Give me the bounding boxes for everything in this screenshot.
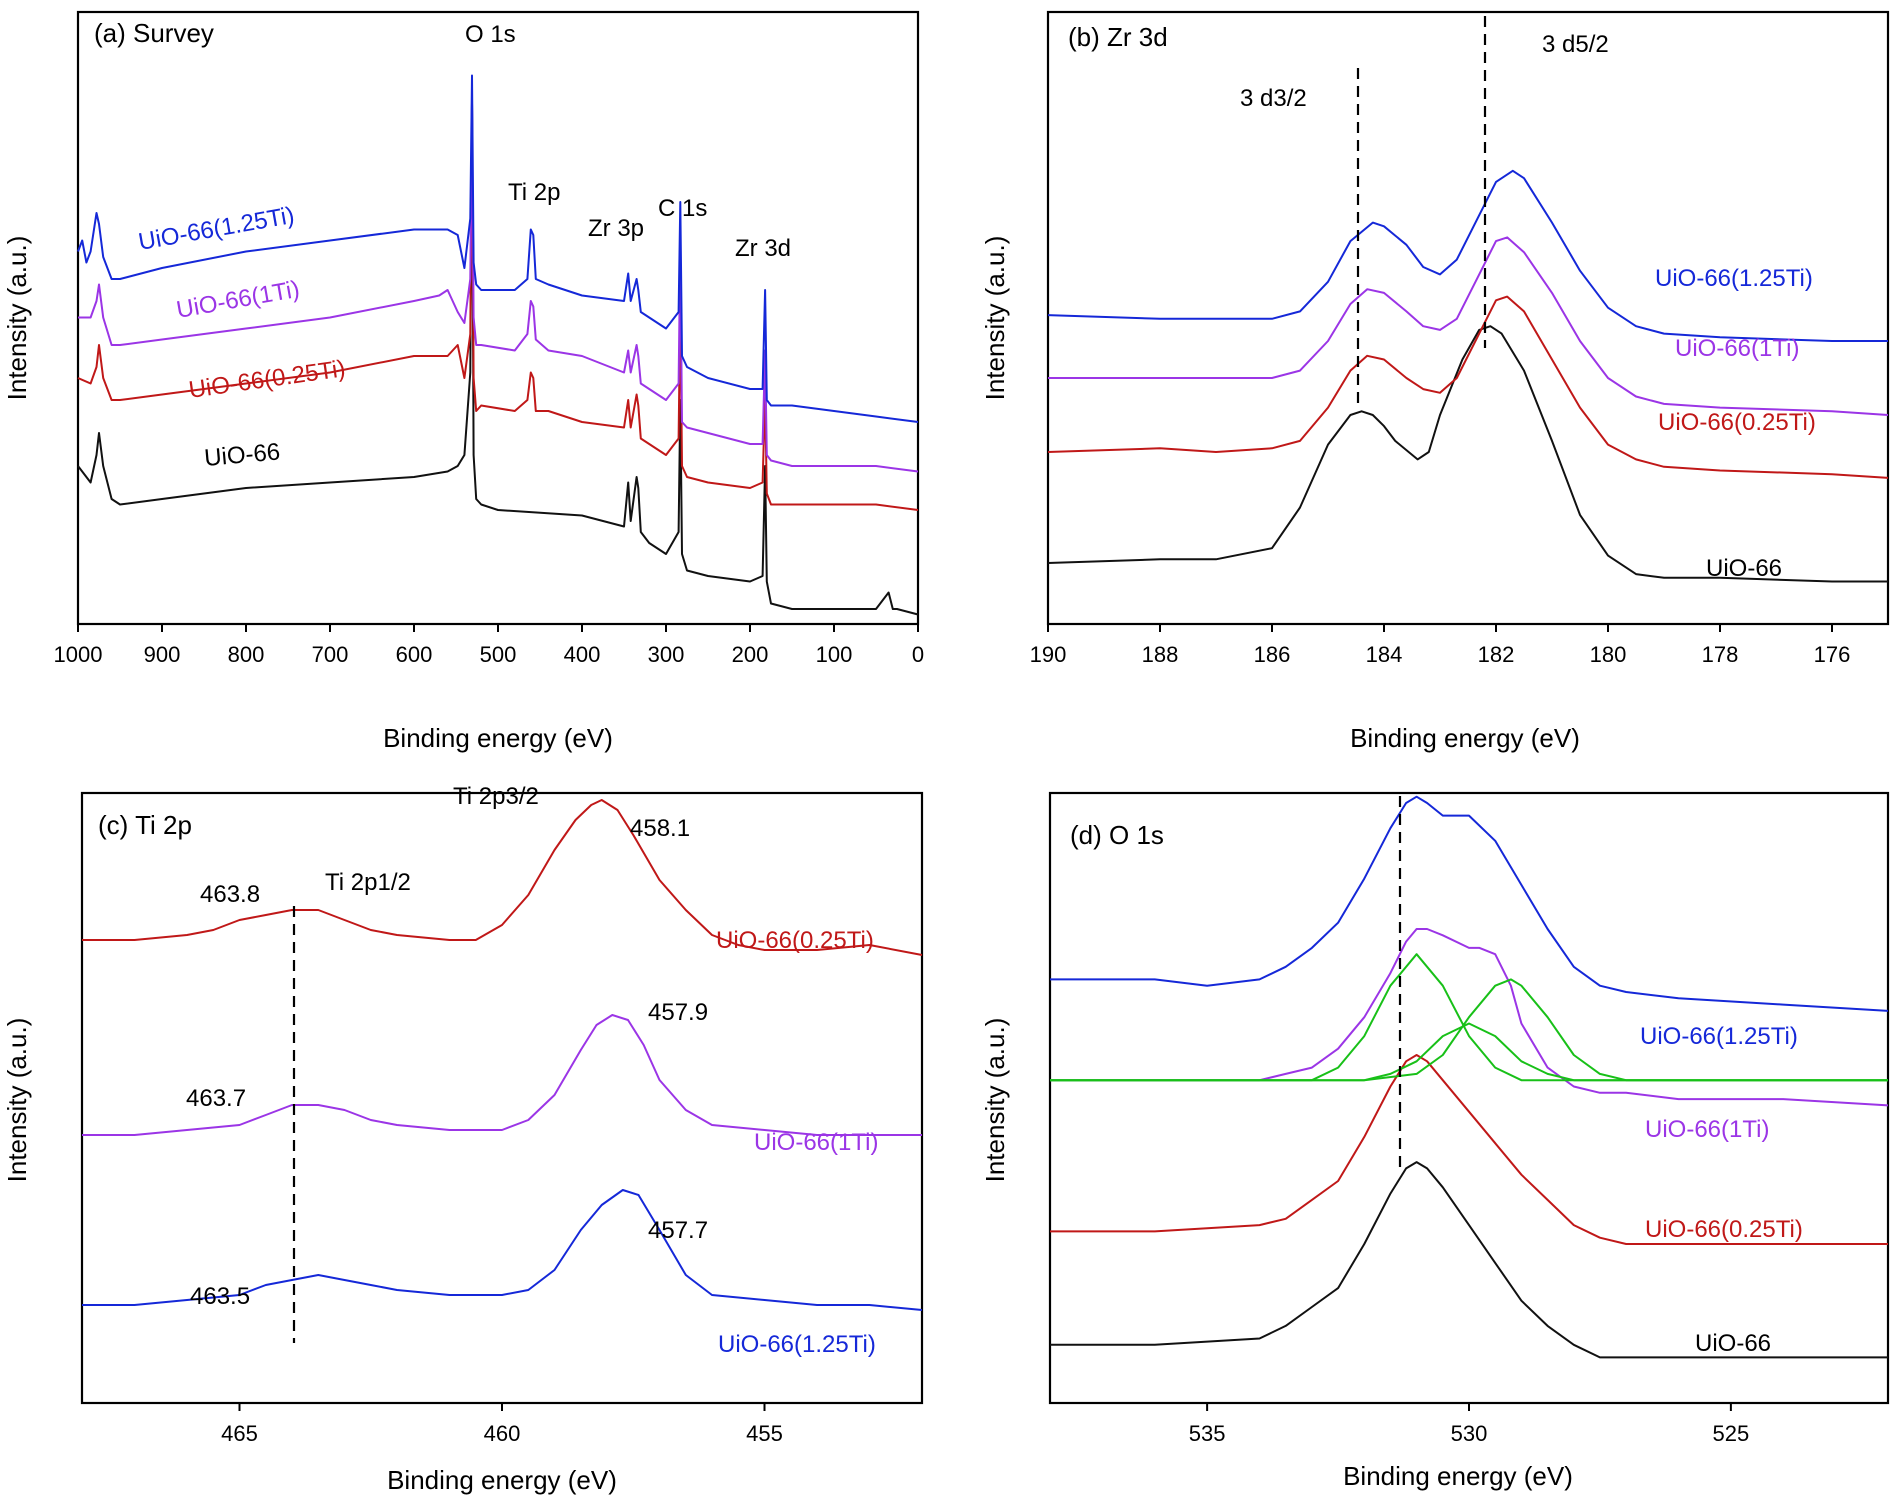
panel-a-plot-area — [77, 74, 919, 616]
series-b-uio-66 — [1047, 325, 1888, 583]
xtick-label-b-4: 182 — [1478, 642, 1515, 667]
panel-c-title: (c) Ti 2p — [98, 810, 192, 840]
label-uio66: UiO-66 — [203, 438, 281, 472]
label-uio66-0-25ti: UiO-66(0.25Ti) — [187, 355, 347, 404]
annotation-ti2p: Ti 2p — [508, 179, 560, 206]
xtick-label-a-1: 900 — [144, 642, 181, 667]
annotation-463-7: 463.7 — [186, 1085, 246, 1112]
annotation-3d3-2: 3 d3/2 — [1240, 85, 1307, 112]
label-uio66-1ti: UiO-66(1Ti) — [174, 276, 301, 324]
panel-d-title: (d) O 1s — [1070, 820, 1164, 850]
panel-c-ylabel: Intensity (a.u.) — [2, 1018, 32, 1183]
xtick-label-d-1: 530 — [1451, 1421, 1488, 1446]
xtick-label-a-7: 300 — [648, 642, 685, 667]
label-d-uio66-1-25ti: UiO-66(1.25Ti) — [1640, 1023, 1798, 1050]
xtick-label-b-6: 178 — [1702, 642, 1739, 667]
panel-a: 1000 900 800 700 600 500 400 300 200 100 0 (a) Sur… — [2, 10, 924, 753]
series-a-uio-66-0-25ti- — [77, 102, 919, 511]
xtick-label-a-9: 100 — [816, 642, 853, 667]
label-c-uio66-1ti: UiO-66(1Ti) — [754, 1129, 878, 1156]
xtick-label-a-3: 700 — [312, 642, 349, 667]
xtick-label-c-2: 455 — [746, 1421, 783, 1446]
series-c-uio-66-1ti- — [82, 1014, 922, 1136]
panel-c-xticks: 465 460 455 — [221, 1403, 783, 1446]
xtick-label-a-5: 500 — [480, 642, 517, 667]
panel-a-xticks: 1000 900 800 700 600 500 400 300 200 100 0 — [54, 624, 924, 667]
series-d-uio-66-0-25ti- — [1050, 1054, 1888, 1245]
label-b-uio66-0-25ti: UiO-66(0.25Ti) — [1658, 409, 1816, 436]
annotation-463-5: 463.5 — [190, 1283, 250, 1310]
panel-b-plot-area — [1047, 169, 1889, 583]
series-a-uio-66-1ti- — [78, 102, 919, 473]
xtick-label-a-8: 200 — [732, 642, 769, 667]
annotation-457-7: 457.7 — [648, 1217, 708, 1244]
label-c-uio66-1-25ti: UiO-66(1.25Ti) — [718, 1331, 876, 1358]
label-d-uio66: UiO-66 — [1695, 1330, 1771, 1357]
label-c-uio66-0-25ti: UiO-66(0.25Ti) — [716, 927, 874, 954]
panel-d: 535 530 525 (d) O 1s Binding energy (eV) I… — [980, 791, 1890, 1491]
annotation-c1s: C 1s — [658, 195, 707, 222]
label-d-uio66-1ti: UiO-66(1Ti) — [1645, 1116, 1769, 1143]
panel-a-ylabel: Intensity (a.u.) — [2, 236, 32, 401]
annotation-3d5-2: 3 d5/2 — [1542, 31, 1609, 58]
xtick-label-a-0: 1000 — [54, 642, 103, 667]
annotation-ti2p1-2: Ti 2p1/2 — [325, 869, 411, 896]
panel-d-xlabel: Binding energy (eV) — [1343, 1461, 1573, 1491]
series-d-uio-66-1-25ti- — [1050, 795, 1889, 1012]
panel-c-xlabel: Binding energy (eV) — [387, 1465, 617, 1495]
panel-d-xticks: 535 530 525 — [1189, 1403, 1749, 1446]
xtick-label-a-4: 600 — [396, 642, 433, 667]
annotation-457-9: 457.9 — [648, 999, 708, 1026]
panel-b-ylabel: Intensity (a.u.) — [980, 236, 1010, 401]
panel-d-plot-area — [1050, 795, 1889, 1359]
label-b-uio66-1-25ti: UiO-66(1.25Ti) — [1655, 265, 1813, 292]
series-d-fit-3 — [1050, 978, 1888, 1082]
panel-b-frame — [1046, 10, 1890, 626]
series-c-uio-66-0-25ti- — [82, 799, 923, 956]
xtick-label-a-10: 0 — [912, 642, 924, 667]
xtick-label-b-5: 180 — [1590, 642, 1627, 667]
xtick-label-b-7: 176 — [1814, 642, 1851, 667]
series-a-uio-66-1-25ti- — [77, 74, 919, 423]
xtick-label-d-0: 535 — [1189, 1421, 1226, 1446]
annotation-458-1: 458.1 — [630, 815, 690, 842]
panel-b-xlabel: Binding energy (eV) — [1350, 723, 1580, 753]
label-d-uio66-0-25ti: UiO-66(0.25Ti) — [1645, 1216, 1803, 1243]
xtick-label-b-1: 188 — [1142, 642, 1179, 667]
series-a-uio-66 — [77, 102, 919, 616]
xtick-label-c-0: 465 — [221, 1421, 258, 1446]
annotation-463-8: 463.8 — [200, 881, 260, 908]
panel-b-title: (b) Zr 3d — [1068, 22, 1168, 52]
xtick-label-b-2: 186 — [1254, 642, 1291, 667]
annotation-zr3d: Zr 3d — [735, 235, 791, 262]
panel-d-frame — [1048, 791, 1890, 1405]
xtick-label-a-2: 800 — [228, 642, 265, 667]
xtick-label-d-2: 525 — [1713, 1421, 1750, 1446]
series-b-uio-66-0-25ti- — [1047, 295, 1889, 479]
xtick-label-b-3: 184 — [1366, 642, 1403, 667]
panel-b: 190 188 186 184 182 180 178 176 (b) Zr 3d Bindi… — [980, 10, 1890, 753]
annotation-ti2p3-2: Ti 2p3/2 — [453, 783, 539, 810]
series-b-uio-66-1ti- — [1048, 236, 1889, 416]
xtick-label-c-1: 460 — [484, 1421, 521, 1446]
label-b-uio66: UiO-66 — [1706, 555, 1782, 582]
panel-a-title: (a) Survey — [94, 18, 214, 48]
panel-c: 465 460 455 (c) Ti 2p Binding energy (eV) … — [2, 783, 924, 1495]
panel-d-ylabel: Intensity (a.u.) — [980, 1018, 1010, 1183]
xtick-label-b-0: 190 — [1030, 642, 1067, 667]
panel-c-plot-area — [82, 799, 923, 1311]
xtick-label-a-6: 400 — [564, 642, 601, 667]
annotation-zr3p: Zr 3p — [588, 215, 644, 242]
series-b-uio-66-1-25ti- — [1047, 169, 1888, 342]
series-d-uio-66-1ti- — [1050, 928, 1889, 1107]
series-c-uio-66-1-25ti- — [82, 1189, 923, 1311]
panel-b-xticks: 190 188 186 184 182 180 178 176 — [1030, 624, 1851, 667]
annotation-o1s: O 1s — [465, 21, 516, 48]
series-d-uio-66 — [1050, 1161, 1888, 1359]
panel-a-xlabel: Binding energy (eV) — [383, 723, 613, 753]
label-b-uio66-1ti: UiO-66(1Ti) — [1675, 335, 1799, 362]
